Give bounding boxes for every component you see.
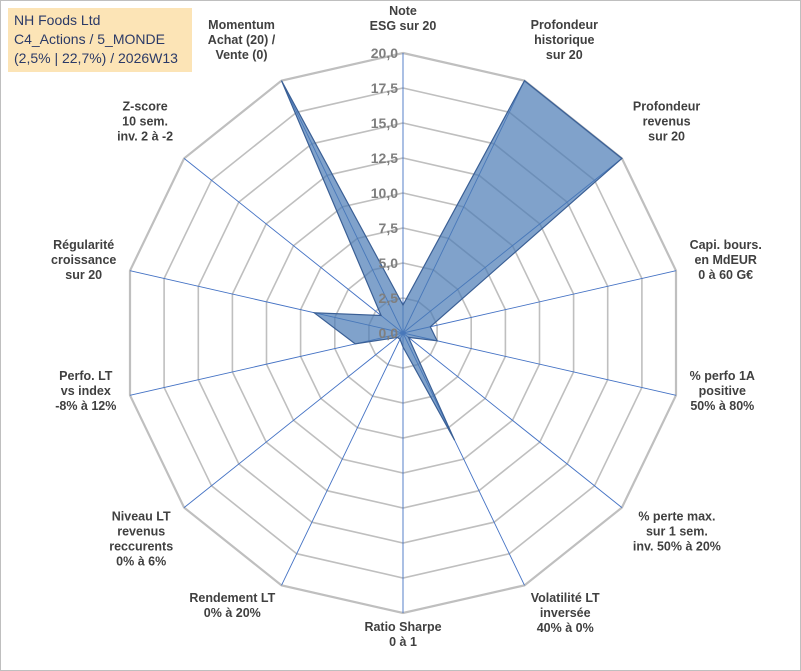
axis-label: Capi. bours. en MdEUR 0 à 60 G€ [690,238,762,282]
radial-tick-labels: 0,0 2,5 5,0 7,5 10,0 12,5 15,0 17,5 20,0 [371,45,398,341]
tick-label: 7,5 [379,220,399,236]
axis-label: Profondeur historique sur 20 [531,18,598,62]
axis-spoke [183,332,404,508]
tick-label: 15,0 [371,115,398,131]
axis-labels: Note ESG sur 20 Profondeur historique sur 20… [51,4,762,649]
axis-label: Note ESG sur 20 [370,4,437,33]
axis-spoke [281,332,404,586]
tick-label: 5,0 [379,255,399,271]
axis-label: % perfo 1A positive 50% à 80% [690,369,755,413]
axis-label: % perte max. sur 1 sem. inv. 50% à 20% [633,509,721,553]
axis-spoke [402,270,677,334]
stats-label: (2,5% | 22,7%) / 2026W13 [14,50,178,66]
axis-label: Z-score 10 sem. inv. 2 à -2 [117,100,173,144]
axis-label: Momentum Achat (20) / Vente (0) [208,18,276,62]
category-label: C4_Actions / 5_MONDE [14,31,165,47]
tick-label: 20,0 [371,45,398,61]
company-name: NH Foods Ltd [14,12,101,28]
axis-spoke [402,332,623,508]
axis-spoke [183,158,404,334]
tick-label: 2,5 [379,290,399,306]
series-area [280,79,623,441]
axis-label: Ratio Sharpe 0 à 1 [364,620,441,649]
axis-label: Régularité croissance sur 20 [51,238,116,282]
axis-label: Rendement LT 0% à 20% [189,591,275,620]
radar-series [280,79,623,441]
tick-label: 0,0 [379,325,399,341]
tick-label: 17,5 [371,80,398,96]
chart-title-box: NH Foods Ltd C4_Actions / 5_MONDE (2,5% … [8,8,192,72]
axis-label: Profondeur revenus sur 20 [633,100,700,144]
axis-label: Niveau LT revenus reccurents 0% à 6% [109,509,173,568]
tick-label: 12,5 [371,150,398,166]
tick-label: 10,0 [371,185,398,201]
axis-label: Volatilité LT inversée 40% à 0% [531,591,600,635]
axis-spoke [402,332,677,396]
axis-label: Perfo. LT vs index -8% à 12% [55,369,116,413]
